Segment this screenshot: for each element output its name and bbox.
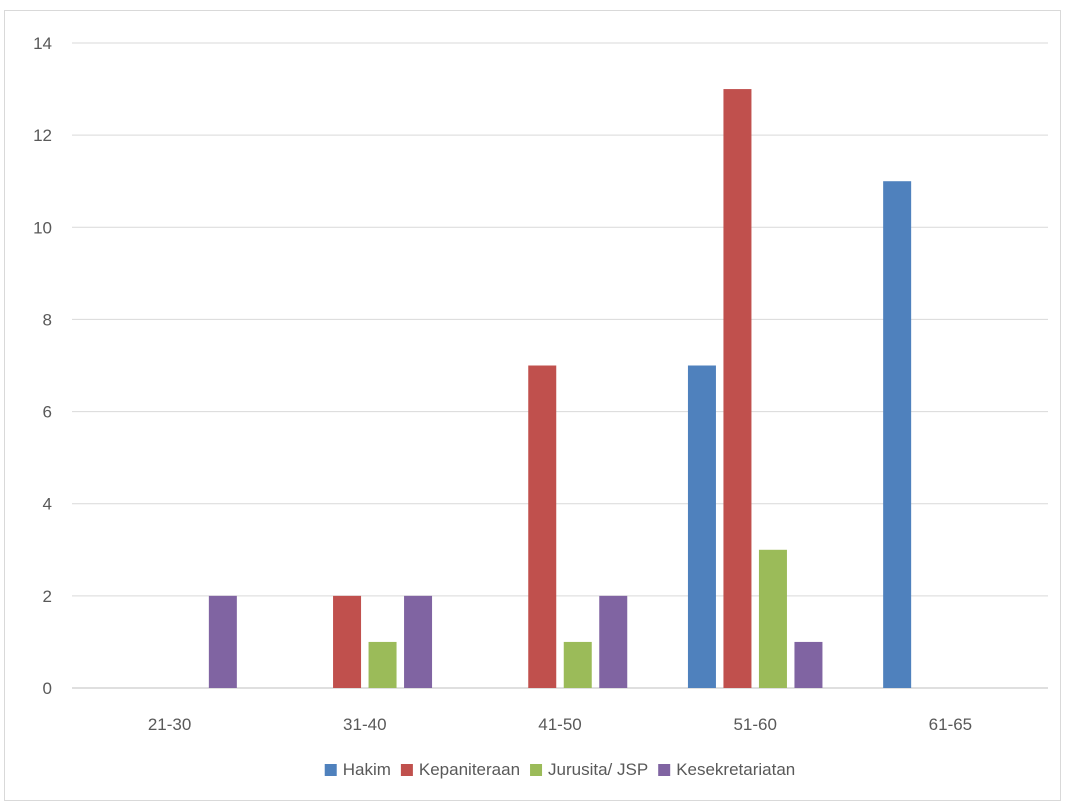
legend-label: Kepaniteraan	[419, 760, 520, 779]
bar-hakim-61-65	[883, 181, 912, 688]
bar-jurusita-jsp-41-50	[563, 641, 592, 688]
legend-swatch	[530, 764, 543, 776]
x-tick-label: 41-50	[538, 715, 581, 734]
x-tick-label: 21-30	[148, 715, 191, 734]
y-tick-label: 4	[43, 495, 52, 514]
legend-label: Kesekretariatan	[676, 760, 795, 779]
x-tick-label: 51-60	[733, 715, 776, 734]
y-tick-label: 2	[43, 587, 52, 606]
bars	[208, 89, 912, 689]
legend-item: Jurusita/ JSP	[530, 760, 648, 779]
legend-swatch	[324, 764, 337, 776]
legend: Hakim Kepaniteraan Jurusita/ JSP Kesekretar…	[324, 760, 795, 779]
y-tick-label: 0	[43, 679, 52, 698]
y-tick-label: 8	[43, 310, 52, 329]
y-tick-label: 12	[33, 126, 52, 145]
bar-jurusita-jsp-31-40	[368, 641, 397, 688]
bar-kesekretariatan-41-50	[599, 595, 628, 688]
legend-swatch	[658, 764, 671, 776]
legend-label: Hakim	[343, 760, 391, 779]
bar-kepaniteraan-31-40	[333, 595, 362, 688]
legend-label: Jurusita/ JSP	[548, 760, 648, 779]
bar-kesekretariatan-31-40	[404, 595, 433, 688]
y-axis-ticks: 0 2 4 6 8 10 12 14	[33, 34, 52, 698]
bar-kepaniteraan-51-60	[723, 89, 752, 689]
bar-kesekretariatan-51-60	[794, 641, 823, 688]
legend-item: Kepaniteraan	[400, 760, 520, 779]
x-axis-ticks: 21-30 31-40 41-50 51-60 61-65	[148, 715, 972, 734]
bar-hakim-51-60	[687, 365, 716, 688]
bar-jurusita-jsp-51-60	[758, 549, 787, 688]
x-tick-label: 31-40	[343, 715, 386, 734]
legend-item: Hakim	[324, 760, 391, 779]
bar-kesekretariatan-21-30	[208, 595, 237, 688]
x-tick-label: 61-65	[929, 715, 972, 734]
y-tick-label: 10	[33, 218, 52, 237]
y-tick-label: 6	[43, 403, 52, 422]
legend-swatch	[400, 764, 413, 776]
legend-item: Kesekretariatan	[658, 760, 795, 779]
y-tick-label: 14	[33, 34, 52, 53]
bar-kepaniteraan-41-50	[528, 365, 557, 688]
